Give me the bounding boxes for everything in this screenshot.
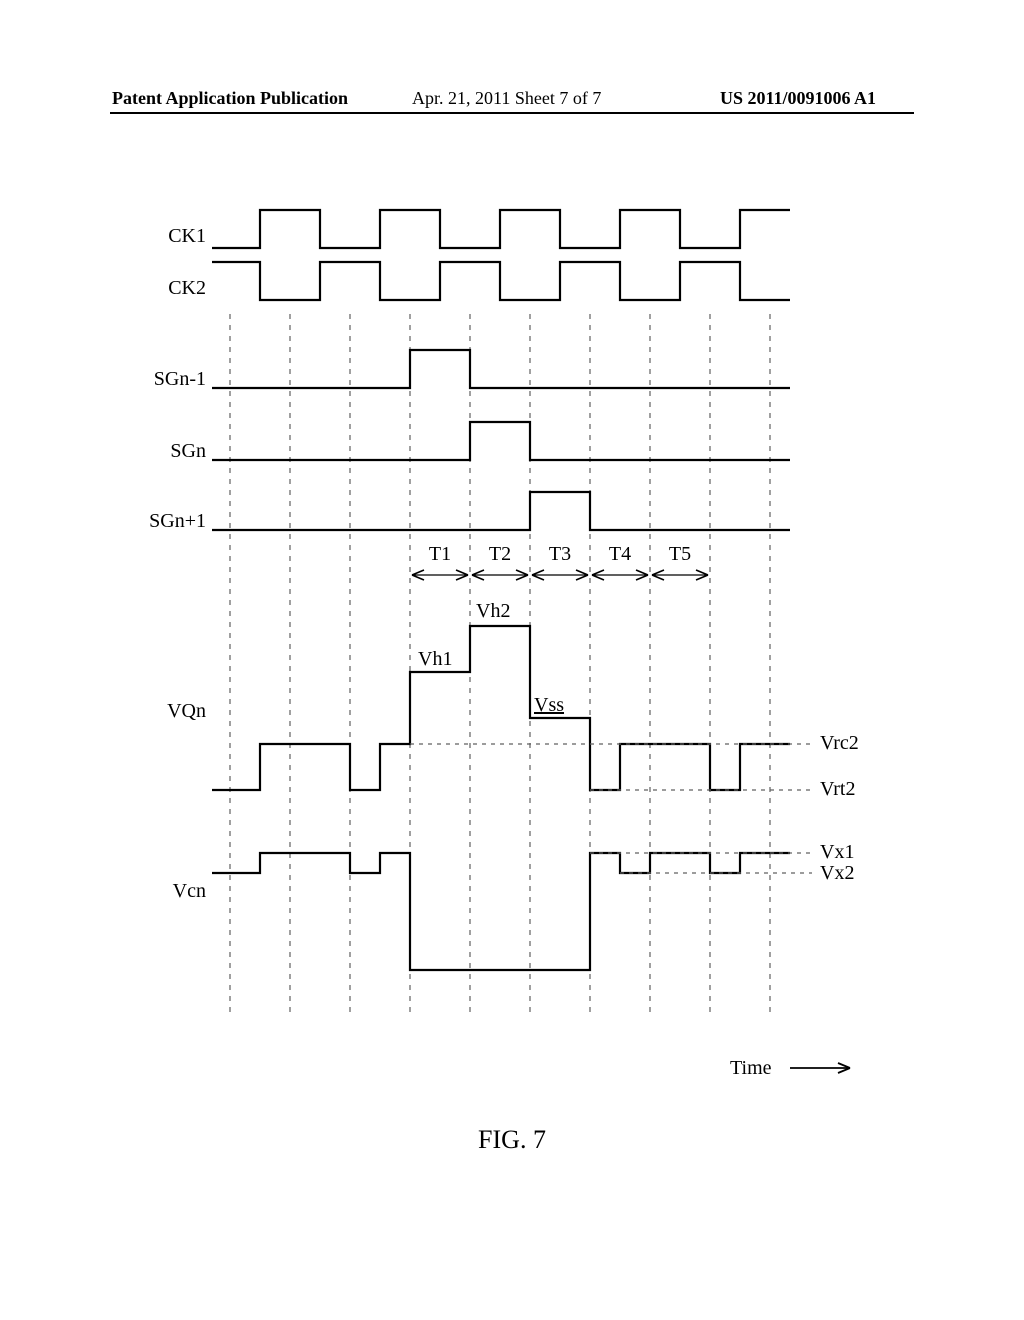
svg-text:T5: T5 <box>669 543 691 565</box>
label-ck1: CK1 <box>116 225 206 248</box>
time-label: Time <box>730 1057 772 1080</box>
figure-label: FIG. 7 <box>0 1125 1024 1155</box>
annot-vrt2: Vrt2 <box>820 778 855 801</box>
timing-diagram: T1 T2 T3 T4 T5 <box>0 0 1024 1320</box>
annot-vx2: Vx2 <box>820 862 854 885</box>
label-vqn: VQn <box>116 700 206 723</box>
annot-vss: Vss <box>534 694 564 717</box>
label-sgnp1: SGn+1 <box>116 510 206 533</box>
svg-text:T2: T2 <box>489 543 511 565</box>
annot-vx1: Vx1 <box>820 841 854 864</box>
svg-text:T1: T1 <box>429 543 451 565</box>
annot-vh2: Vh2 <box>476 600 510 623</box>
label-vcn: Vcn <box>116 880 206 903</box>
svg-text:T3: T3 <box>549 543 571 565</box>
annot-vrc2: Vrc2 <box>820 732 859 755</box>
annot-vh1: Vh1 <box>418 648 452 671</box>
label-ck2: CK2 <box>116 277 206 300</box>
label-sgn: SGn <box>116 440 206 463</box>
svg-text:T4: T4 <box>609 543 631 565</box>
label-sgnm1: SGn-1 <box>116 368 206 391</box>
